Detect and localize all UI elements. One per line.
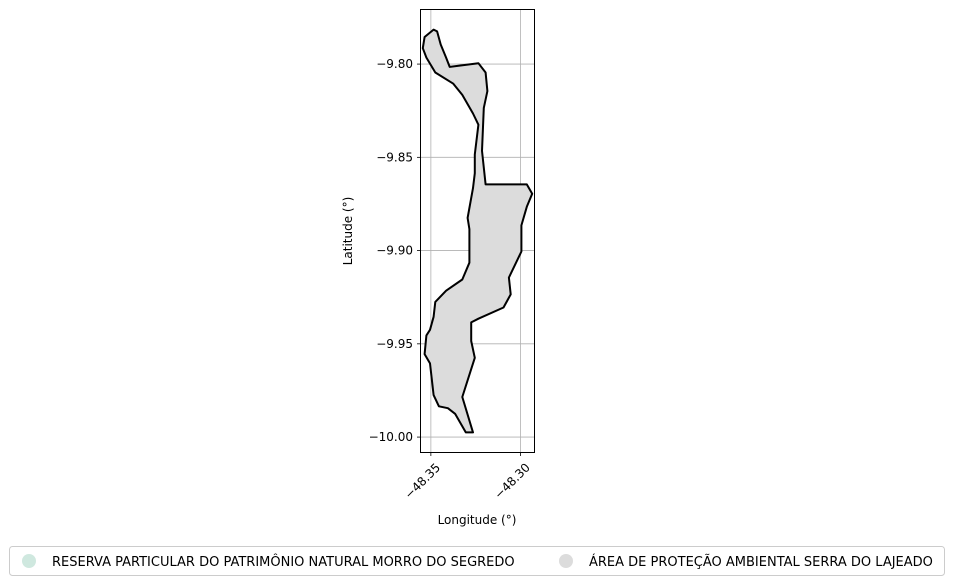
legend-label-rppn: RESERVA PARTICULAR DO PATRIMÔNIO NATURAL… xyxy=(52,554,515,570)
regions xyxy=(421,28,534,434)
y-tick-label: −9.90 xyxy=(376,244,413,258)
y-axis-label: Latitude (°) xyxy=(341,197,355,266)
x-tick-label: −48.35 xyxy=(402,460,443,501)
x-axis-label: Longitude (°) xyxy=(438,513,517,527)
legend-frame xyxy=(9,546,945,576)
plot-frame xyxy=(420,9,535,453)
y-tick-label: −9.80 xyxy=(376,57,413,71)
region-apa-serra-do-lajeado xyxy=(421,28,534,434)
y-tick-label: −9.85 xyxy=(376,150,413,164)
y-tick-label: −9.95 xyxy=(376,337,413,351)
legend-marker-rppn xyxy=(22,554,36,568)
legend-label-apa: ÁREA DE PROTEÇÃO AMBIENTAL SERRA DO LAJE… xyxy=(589,554,933,570)
x-tick-label: −48.30 xyxy=(492,460,533,501)
y-tick-label: −10.00 xyxy=(369,430,413,444)
legend-marker-apa xyxy=(559,554,573,568)
